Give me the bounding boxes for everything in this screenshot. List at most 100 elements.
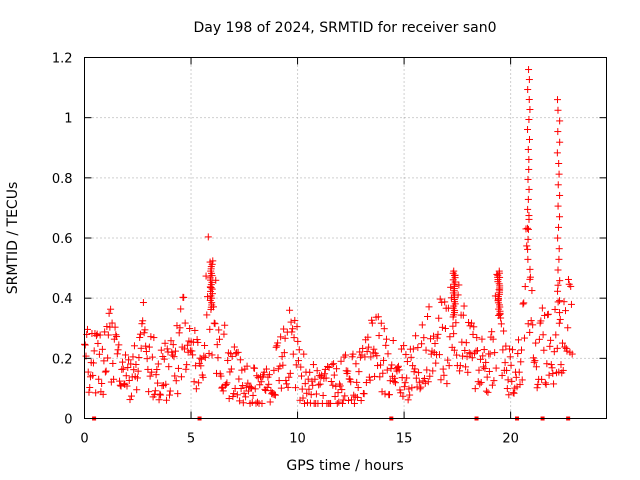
data-point	[84, 368, 92, 376]
data-point	[157, 346, 165, 354]
data-point	[424, 312, 432, 320]
data-point	[525, 76, 533, 84]
data-point	[304, 375, 312, 383]
data-point	[504, 376, 512, 384]
data-point	[139, 299, 147, 307]
data-point	[136, 330, 144, 338]
y-tick-label: 0.8	[52, 172, 73, 187]
data-point	[243, 362, 251, 370]
data-point	[239, 399, 247, 407]
data-point	[330, 371, 338, 379]
data-point	[192, 385, 200, 393]
data-point	[201, 354, 209, 362]
data-point	[467, 350, 475, 358]
data-point	[443, 380, 451, 388]
data-point	[554, 128, 562, 136]
data-point	[456, 367, 464, 375]
data-point	[361, 353, 369, 361]
data-point	[503, 385, 511, 393]
data-point	[506, 345, 514, 353]
data-point	[236, 356, 244, 364]
data-point	[93, 330, 101, 338]
data-point	[177, 373, 185, 381]
data-point	[399, 392, 407, 400]
data-point	[290, 334, 298, 342]
data-point	[289, 325, 297, 333]
data-point	[311, 375, 319, 383]
data-point	[463, 353, 471, 361]
data-point	[555, 368, 563, 376]
data-point	[342, 351, 349, 359]
data-point	[355, 368, 363, 376]
data-point	[275, 377, 283, 385]
data-point	[99, 390, 107, 398]
data-point	[420, 334, 428, 342]
data-point	[490, 377, 498, 385]
data-point	[509, 346, 517, 354]
data-point	[464, 368, 472, 376]
data-point	[284, 383, 292, 391]
data-point	[433, 334, 441, 342]
data-point	[263, 383, 271, 391]
data-point	[477, 378, 485, 386]
data-point	[148, 368, 156, 376]
data-point	[155, 396, 163, 404]
data-point	[291, 316, 299, 324]
data-point	[191, 326, 199, 334]
data-point	[89, 371, 97, 379]
data-point	[499, 346, 507, 354]
data-point	[271, 391, 279, 399]
data-point	[403, 374, 411, 382]
data-point	[127, 392, 135, 400]
data-point	[229, 393, 237, 401]
data-point	[406, 391, 414, 399]
data-point	[386, 377, 394, 385]
data-point	[554, 287, 562, 295]
data-point	[461, 346, 469, 354]
data-point	[125, 377, 133, 385]
data-point	[228, 352, 236, 360]
data-point	[524, 255, 532, 263]
data-point	[517, 358, 525, 366]
data-point	[317, 373, 325, 381]
data-point	[288, 328, 296, 336]
data-point	[122, 351, 130, 359]
data-point	[376, 373, 384, 381]
data-point	[95, 375, 103, 383]
data-point	[525, 96, 533, 104]
data-point	[400, 383, 408, 391]
data-point	[538, 304, 546, 312]
data-point	[547, 361, 555, 369]
data-point	[222, 380, 230, 388]
data-point	[510, 389, 518, 397]
data-point	[163, 345, 171, 353]
data-point	[458, 338, 466, 346]
data-point	[335, 398, 343, 406]
data-point	[206, 325, 214, 333]
data-point	[104, 354, 112, 362]
data-point	[210, 319, 218, 327]
data-point	[465, 318, 473, 326]
data-point	[434, 330, 442, 338]
data-point	[298, 385, 306, 393]
data-point	[113, 333, 121, 341]
data-point	[373, 352, 381, 360]
data-point	[271, 391, 279, 399]
data-point	[215, 335, 223, 343]
data-point	[240, 389, 248, 397]
data-point	[295, 346, 303, 354]
data-point	[186, 324, 194, 332]
data-point	[297, 363, 305, 371]
data-point	[218, 384, 226, 392]
data-point	[541, 379, 549, 387]
data-point	[554, 266, 562, 274]
data-point	[374, 313, 382, 321]
data-point	[362, 379, 370, 387]
data-point	[512, 373, 520, 381]
data-point	[130, 366, 138, 374]
y-tick-label: 1.2	[52, 52, 73, 67]
data-point	[437, 376, 445, 384]
axis-ticks	[84, 57, 607, 419]
data-point	[415, 369, 423, 377]
data-point	[239, 382, 247, 390]
